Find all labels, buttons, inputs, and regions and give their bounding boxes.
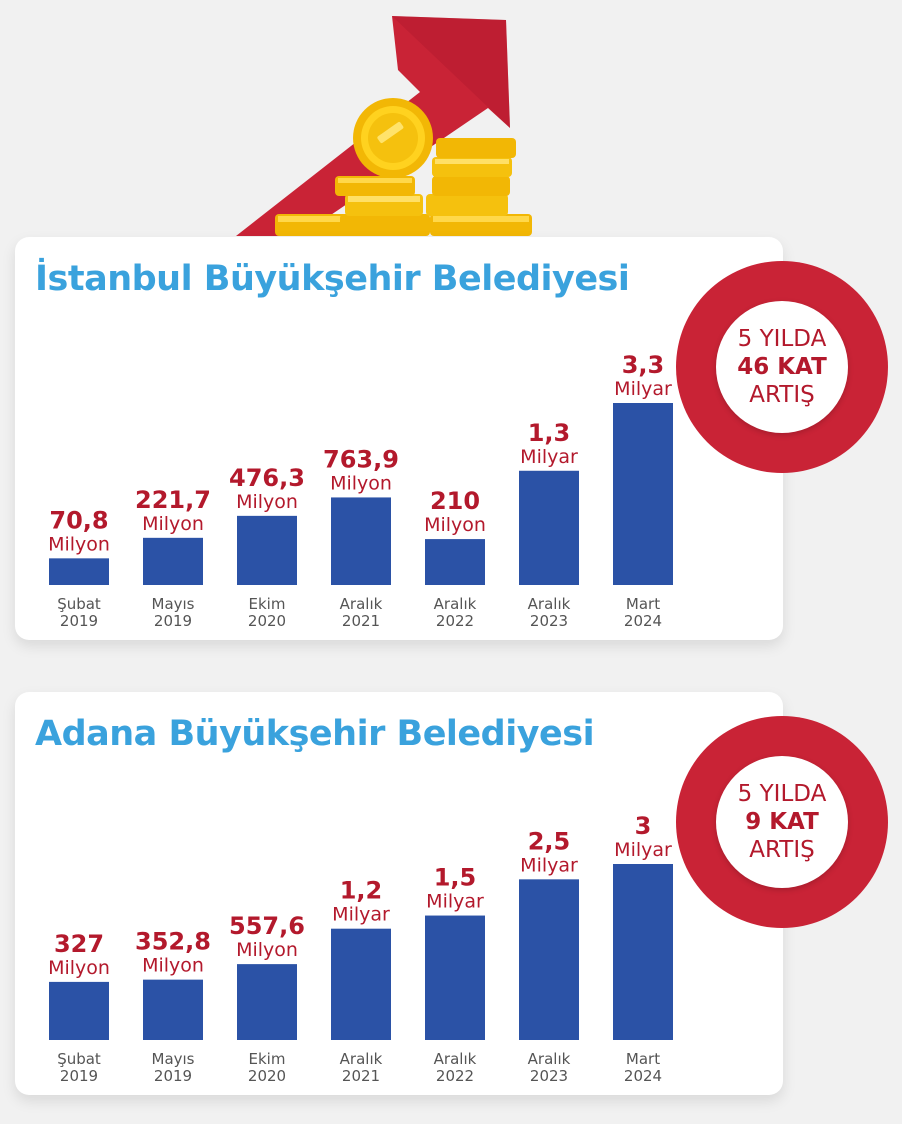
- istanbul-chart-card: İstanbul Büyükşehir Belediyesi 70,8 Milyo…: [15, 237, 783, 640]
- value-label: 1,5: [434, 864, 477, 892]
- value-label: 1,3: [528, 419, 571, 447]
- value-unit-label: Milyon: [236, 939, 298, 961]
- value-label: 476,3: [229, 464, 305, 492]
- category-year-label: 2022: [436, 1067, 474, 1085]
- category-label: Aralık: [340, 595, 383, 613]
- adana-chart-card: Adana Büyükşehir Belediyesi 327 Milyon Şub…: [15, 692, 783, 1095]
- bar: [331, 497, 391, 585]
- category-label: Mayıs: [152, 595, 195, 613]
- category-label: Aralık: [434, 595, 477, 613]
- category-label: Mayıs: [152, 1050, 195, 1068]
- value-label: 763,9: [323, 445, 399, 473]
- category-year-label: 2020: [248, 1067, 286, 1085]
- value-label: 327: [54, 930, 104, 958]
- category-year-label: 2023: [530, 1067, 568, 1085]
- category-label: Mart: [626, 1050, 660, 1068]
- category-label: Şubat: [57, 595, 101, 613]
- category-year-label: 2024: [624, 1067, 662, 1085]
- value-label: 221,7: [135, 486, 211, 514]
- category-label: Mart: [626, 595, 660, 613]
- category-label: Ekim: [249, 1050, 286, 1068]
- value-label: 210: [430, 487, 480, 515]
- badge-line-3: ARTIŞ: [749, 837, 815, 863]
- growth-badge: 5 YILDA 9 KAT ARTIŞ: [716, 756, 848, 888]
- category-year-label: 2020: [248, 612, 286, 630]
- category-label: Aralık: [528, 595, 571, 613]
- category-year-label: 2019: [154, 1067, 192, 1085]
- bar: [613, 403, 673, 585]
- value-label: 557,6: [229, 912, 305, 940]
- badge-line-3: ARTIŞ: [749, 382, 815, 408]
- chart-title: İstanbul Büyükşehir Belediyesi: [35, 259, 630, 299]
- badge-line-2: 46 KAT: [737, 354, 827, 380]
- value-unit-label: Milyon: [142, 955, 204, 977]
- value-unit-label: Milyon: [236, 491, 298, 513]
- category-year-label: 2024: [624, 612, 662, 630]
- category-label: Aralık: [528, 1050, 571, 1068]
- category-label: Ekim: [249, 595, 286, 613]
- category-year-label: 2022: [436, 612, 474, 630]
- growth-arrow-icon: [236, 16, 510, 236]
- bar: [49, 981, 109, 1040]
- value-unit-label: Milyon: [48, 957, 110, 979]
- bar: [237, 515, 297, 585]
- category-year-label: 2023: [530, 612, 568, 630]
- bar: [331, 928, 391, 1040]
- badge-line-2: 9 KAT: [745, 809, 819, 835]
- istanbul-bar-chart: 70,8MilyonŞubat2019221,7MilyonMayıs20194…: [48, 351, 673, 630]
- chart-title: Adana Büyükşehir Belediyesi: [35, 714, 595, 754]
- growth-badge: 5 YILDA 46 KAT ARTIŞ: [716, 301, 848, 433]
- value-label: 70,8: [49, 506, 108, 534]
- bar: [237, 964, 297, 1040]
- bar: [49, 558, 109, 585]
- badge-line-1: 5 YILDA: [737, 326, 827, 352]
- value-label: 352,8: [135, 928, 211, 956]
- bar: [143, 537, 203, 585]
- value-label: 3,3: [622, 351, 665, 379]
- category-label: Şubat: [57, 1050, 101, 1068]
- bar: [143, 979, 203, 1040]
- value-label: 3: [635, 812, 652, 840]
- category-year-label: 2019: [154, 612, 192, 630]
- value-unit-label: Milyon: [142, 513, 204, 535]
- category-year-label: 2021: [342, 1067, 380, 1085]
- bar: [425, 915, 485, 1040]
- bar: [519, 879, 579, 1040]
- coin-stack-icon: [275, 98, 532, 236]
- bar: [613, 864, 673, 1040]
- bar: [519, 470, 579, 585]
- category-year-label: 2019: [60, 612, 98, 630]
- bar: [425, 539, 485, 585]
- category-year-label: 2019: [60, 1067, 98, 1085]
- value-unit-label: Milyar: [426, 891, 484, 913]
- value-label: 2,5: [528, 827, 571, 855]
- value-label: 1,2: [340, 877, 383, 905]
- category-label: Aralık: [434, 1050, 477, 1068]
- growth-illustration: [236, 16, 532, 236]
- value-unit-label: Milyar: [520, 446, 578, 468]
- badge-line-1: 5 YILDA: [737, 781, 827, 807]
- value-unit-label: Milyon: [330, 472, 392, 494]
- value-unit-label: Milyar: [332, 904, 390, 926]
- value-unit-label: Milyar: [520, 854, 578, 876]
- adana-bar-chart: 327MilyonŞubat2019352,8MilyonMayıs201955…: [48, 812, 673, 1085]
- value-unit-label: Milyon: [424, 514, 486, 536]
- value-unit-label: Milyar: [614, 378, 672, 400]
- value-unit-label: Milyon: [48, 533, 110, 555]
- value-unit-label: Milyar: [614, 839, 672, 861]
- category-label: Aralık: [340, 1050, 383, 1068]
- category-year-label: 2021: [342, 612, 380, 630]
